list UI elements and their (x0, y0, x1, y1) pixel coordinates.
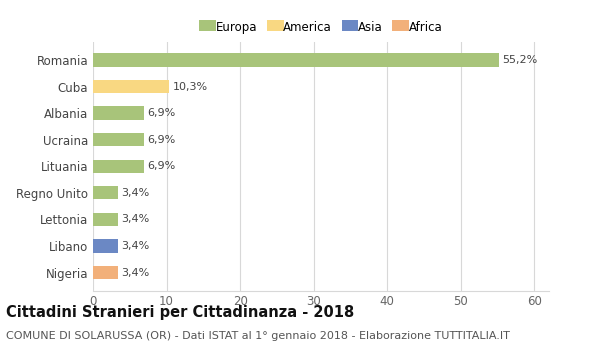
Text: 6,9%: 6,9% (148, 135, 176, 145)
Text: 6,9%: 6,9% (148, 161, 176, 171)
Bar (93, 186, 118, 200)
Text: 55,2%: 55,2% (503, 55, 538, 65)
Bar (93, 53, 499, 66)
Bar (93, 213, 118, 226)
Legend: Europa, America, Asia, Africa: Europa, America, Asia, Africa (199, 21, 443, 34)
Bar (93, 266, 118, 279)
Bar (93, 133, 144, 146)
Text: 3,4%: 3,4% (122, 267, 150, 278)
Bar (93, 80, 169, 93)
Text: Cittadini Stranieri per Cittadinanza - 2018: Cittadini Stranieri per Cittadinanza - 2… (6, 304, 354, 320)
Text: 10,3%: 10,3% (172, 82, 208, 91)
Text: 3,4%: 3,4% (122, 188, 150, 198)
Bar (93, 239, 118, 253)
Bar (93, 106, 144, 120)
Text: 3,4%: 3,4% (122, 215, 150, 224)
Text: 3,4%: 3,4% (122, 241, 150, 251)
Text: 6,9%: 6,9% (148, 108, 176, 118)
Text: COMUNE DI SOLARUSSA (OR) - Dati ISTAT al 1° gennaio 2018 - Elaborazione TUTTITAL: COMUNE DI SOLARUSSA (OR) - Dati ISTAT al… (6, 331, 510, 341)
Bar (93, 160, 144, 173)
